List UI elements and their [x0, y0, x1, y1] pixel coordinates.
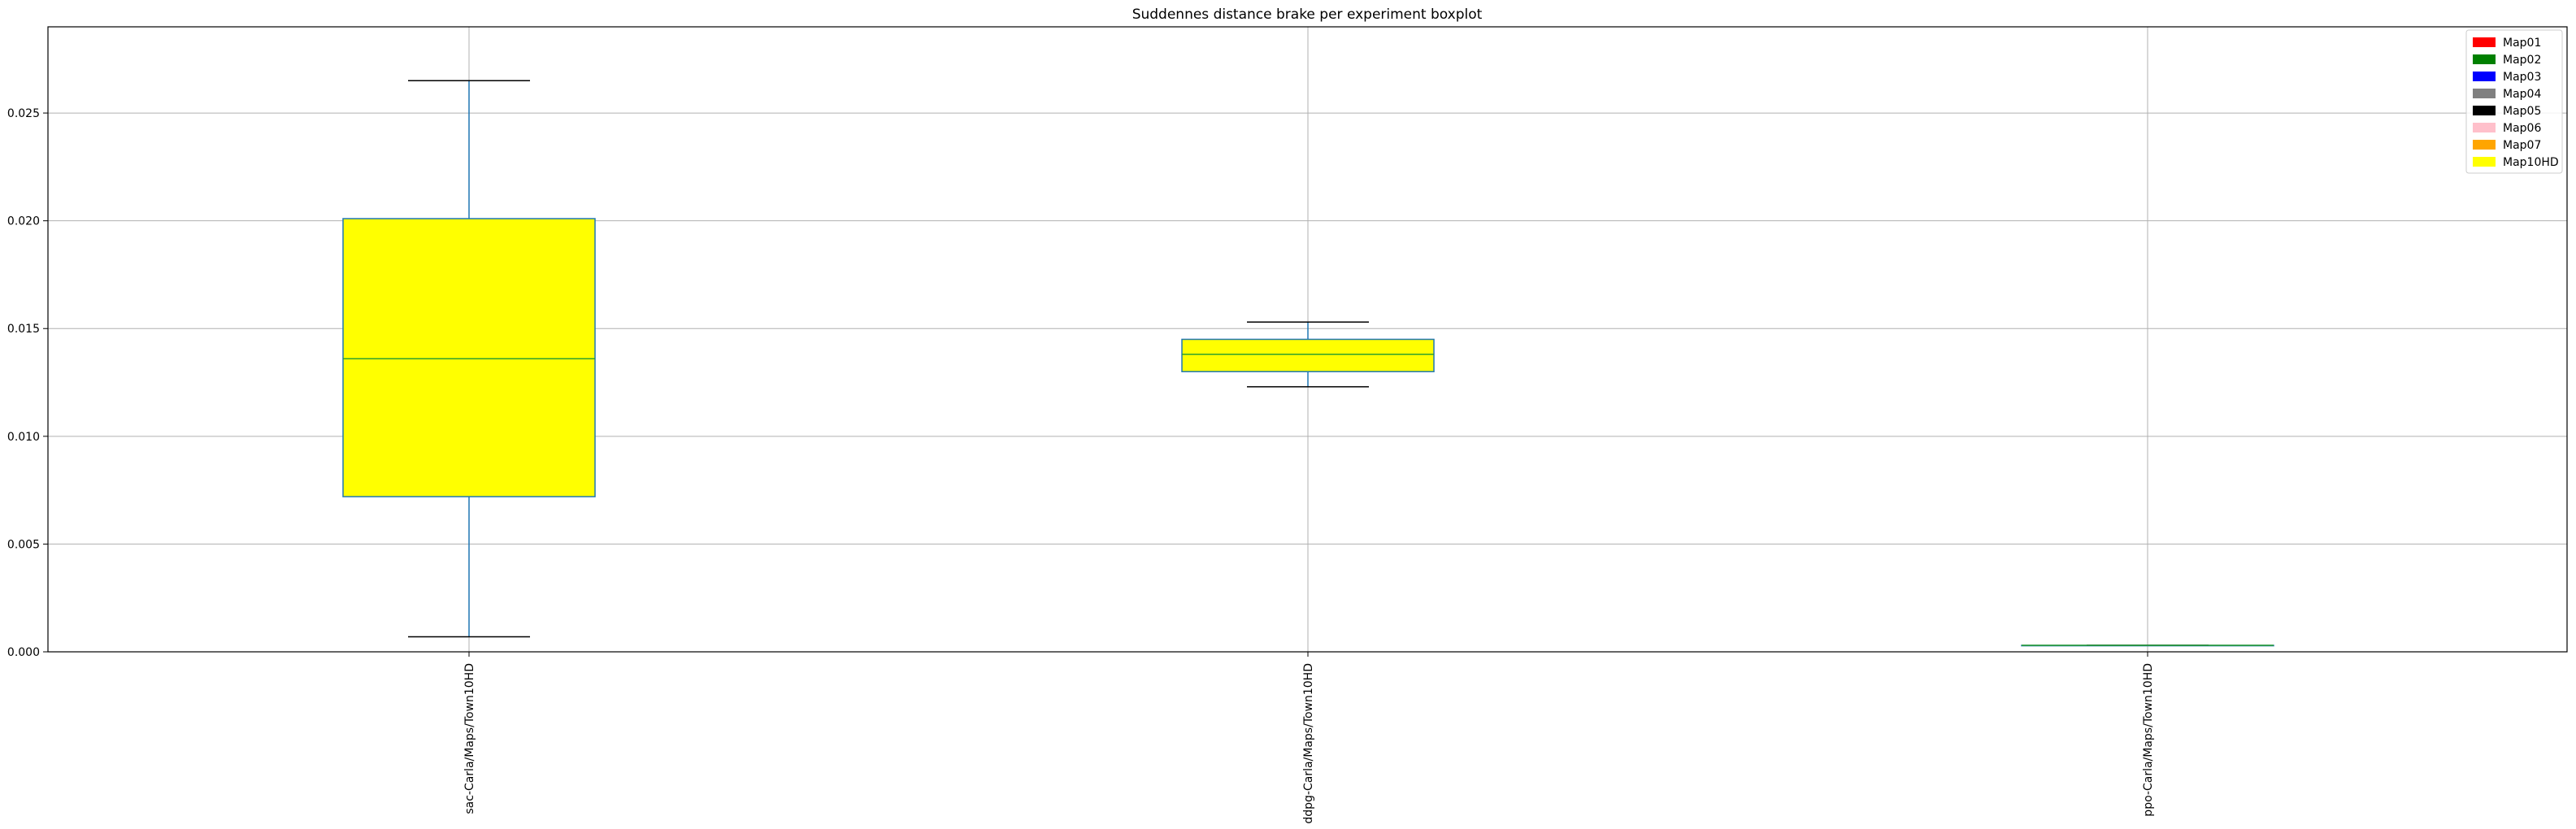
legend-label: Map06: [2503, 122, 2541, 135]
legend-label: Map02: [2503, 54, 2541, 67]
legend-label: Map03: [2503, 71, 2541, 84]
y-tick-label: 0.020: [7, 215, 40, 228]
legend-swatch: [2473, 37, 2496, 47]
plot-frame: [47, 26, 2568, 653]
legend-label: Map04: [2503, 88, 2541, 101]
x-tick-label: sac-Carla/Maps/Town10HD: [463, 663, 476, 814]
legend-label: Map01: [2503, 37, 2541, 50]
legend-label: Map05: [2503, 105, 2541, 118]
legend-swatch: [2473, 123, 2496, 132]
legend: Map01 Map02 Map03 Map04 Map05 Map06 Map07 Map10…: [2465, 29, 2563, 174]
x-tick-label: ddpg-Carla/Maps/Town10HD: [1302, 663, 1315, 824]
legend-swatch: [2473, 72, 2496, 81]
axes: 0.000 0.005 0.010 0.015 0.020 0.025 sac-Carla/…: [7, 26, 2568, 824]
legend-label: Map07: [2503, 139, 2541, 152]
legend-box: [2465, 29, 2563, 174]
box: [342, 218, 596, 497]
legend-swatch: [2473, 157, 2496, 167]
box-plots: [342, 80, 2274, 647]
y-tick-label: 0.000: [7, 646, 40, 659]
x-tick-label: ppo-Carla/Maps/Town10HD: [2142, 663, 2155, 817]
y-tick-label: 0.005: [7, 538, 40, 551]
legend-swatch: [2473, 106, 2496, 115]
y-tick-label: 0.010: [7, 431, 40, 444]
box: [1181, 338, 1435, 373]
chart-title: Suddennes distance brake per experiment …: [1132, 7, 1483, 23]
legend-swatch: [2473, 140, 2496, 150]
legend-swatch: [2473, 89, 2496, 98]
legend-swatch: [2473, 54, 2496, 64]
y-tick-label: 0.015: [7, 323, 40, 336]
y-tick-label: 0.025: [7, 107, 40, 120]
legend-label: Map10HD: [2503, 156, 2559, 169]
